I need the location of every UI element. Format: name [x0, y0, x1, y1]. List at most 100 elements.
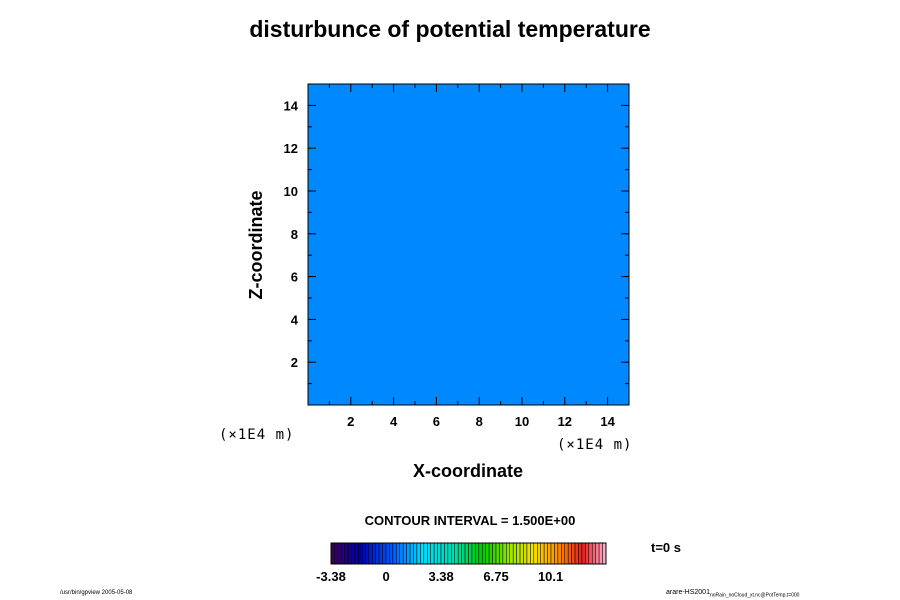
colorbar-cell	[482, 542, 486, 565]
x-tick-label: 8	[476, 414, 483, 429]
colorbar-cell	[372, 542, 376, 565]
colorbar-cell	[516, 542, 521, 565]
colorbar-cell	[574, 542, 579, 565]
colorbar-cell	[478, 542, 483, 565]
colorbar-cell	[447, 542, 452, 565]
time-label: t=0 s	[651, 540, 681, 555]
colorbar-cell	[444, 542, 449, 565]
footer-right-main: arare-HS2001	[666, 589, 710, 596]
colorbar-cell	[602, 542, 607, 565]
colorbar-cell	[526, 542, 531, 565]
y-tick-label: 8	[291, 227, 298, 242]
colorbar-cell	[492, 542, 497, 565]
colorbar-cell	[585, 542, 590, 565]
colorbar-tick-label: 0	[382, 569, 389, 584]
colorbar-cell	[427, 542, 431, 565]
colorbar-cell	[409, 542, 414, 565]
colorbar-cell	[382, 542, 387, 565]
colorbar-cell	[519, 542, 524, 565]
colorbar-cell	[495, 542, 500, 565]
colorbar-tick-label: -3.38	[316, 569, 346, 584]
colorbar-cell	[592, 542, 596, 565]
colorbar-cell	[567, 542, 572, 565]
colorbar-cell	[512, 542, 517, 565]
y-tick-label: 12	[284, 141, 298, 156]
x-unit-label: (×1E4 m)	[557, 437, 632, 453]
colorbar-cell	[354, 542, 359, 565]
colorbar-cell	[530, 542, 535, 565]
colorbar-cell	[396, 542, 400, 565]
colorbar-cell	[451, 542, 455, 565]
colorbar-cell	[588, 542, 593, 565]
plot-frame	[307, 83, 630, 406]
colorbar-cell	[358, 542, 363, 565]
footer-right-sub: noRain_noCloud_xt.nc@PotTemp,t=000	[709, 592, 800, 599]
colorbar-cell	[375, 542, 380, 565]
colorbar-tick-label: 10.1	[538, 569, 563, 584]
colorbar-cell	[475, 542, 480, 565]
colorbar-cell	[543, 542, 548, 565]
colorbar-cell	[509, 542, 514, 565]
colorbar-cell	[385, 542, 390, 565]
colorbar-cell	[344, 542, 349, 565]
colorbar-cell	[547, 542, 552, 565]
colorbar-cell	[330, 542, 335, 565]
colorbar-cell	[461, 542, 466, 565]
colorbar-cell	[420, 542, 425, 565]
y-tick-label: 6	[291, 270, 298, 285]
x-tick-label: 14	[600, 414, 615, 429]
x-tick-label: 2	[347, 414, 354, 429]
colorbar-cell	[550, 542, 555, 565]
x-tick-label: 12	[558, 414, 572, 429]
colorbar-cell	[554, 542, 559, 565]
y-unit-label: (×1E4 m)	[219, 427, 294, 443]
x-axis-title: X-coordinate	[413, 461, 523, 481]
colorbar-cell	[347, 542, 352, 565]
colorbar-cell	[571, 542, 576, 565]
footer-left-label: /usr/bin/gpview 2005-05-08	[60, 590, 133, 596]
colorbar-tick-label: 3.38	[428, 569, 453, 584]
colorbar-cell	[341, 542, 345, 565]
colorbar-cell	[564, 542, 569, 565]
colorbar-cell	[561, 542, 565, 565]
x-tick-label: 10	[515, 414, 529, 429]
colorbar-cell	[598, 542, 603, 565]
y-tick-label: 10	[284, 184, 298, 199]
colorbar-cell	[337, 542, 342, 565]
colorbar-cell	[537, 542, 541, 565]
colorbar-cell	[454, 542, 459, 565]
colorbar-cell	[433, 542, 438, 565]
colorbar-cell	[533, 542, 538, 565]
colorbar-cell	[399, 542, 404, 565]
colorbar-cell	[351, 542, 356, 565]
colorbar-tick-label: 6.75	[483, 569, 508, 584]
colorbar-cell	[485, 542, 490, 565]
colorbar-cell	[423, 542, 428, 565]
colorbar-cell	[334, 542, 339, 565]
colorbar-cell	[595, 542, 600, 565]
x-tick-label: 4	[390, 414, 398, 429]
colorbar-cell	[499, 542, 504, 565]
colorbar-cell	[502, 542, 507, 565]
footer-right-label: arare-HS2001noRain_noCloud_xt.nc@PotTemp…	[666, 589, 799, 598]
colorbar-cell	[406, 542, 411, 565]
colorbar-cell	[389, 542, 394, 565]
colorbar-cell	[581, 542, 586, 565]
colorbar-cell	[365, 542, 370, 565]
contour-interval-label: CONTOUR INTERVAL = 1.500E+00	[364, 513, 576, 528]
colorbar-cell	[416, 542, 421, 565]
colorbar-cell	[464, 542, 469, 565]
colorbar-cell	[361, 542, 366, 565]
y-tick-label: 4	[291, 312, 299, 327]
colorbar-frame	[330, 542, 607, 565]
colorbar-cell	[471, 542, 476, 565]
x-tick-label: 6	[433, 414, 440, 429]
colorbar-cell	[378, 542, 383, 565]
colorbar-cell	[368, 542, 373, 565]
y-tick-label: 2	[291, 355, 298, 370]
y-axis-title: Z-coordinate	[246, 190, 266, 299]
colorbar-cell	[506, 542, 510, 565]
colorbar-cell	[488, 542, 493, 565]
colorbar-cell	[540, 542, 545, 565]
